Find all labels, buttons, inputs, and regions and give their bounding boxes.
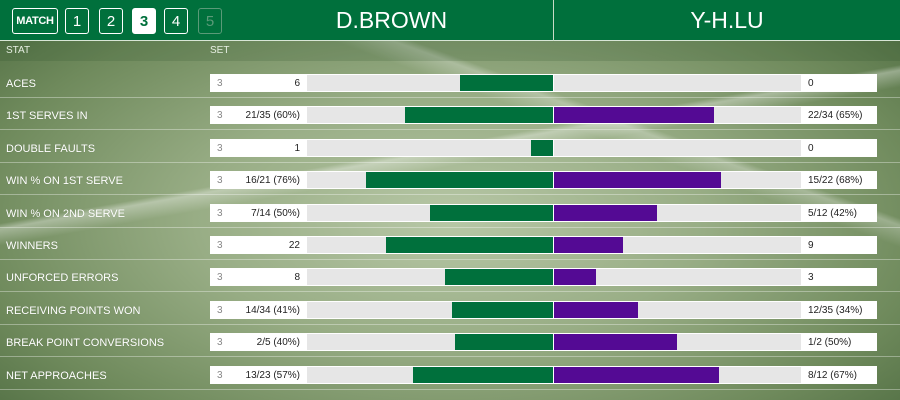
stat-label: BREAK POINT CONVERSIONS bbox=[6, 337, 165, 350]
bar-center-line bbox=[553, 204, 554, 221]
stat-row: BREAK POINT CONVERSIONS 3 2/5 (40%) 1/2 (50… bbox=[0, 325, 900, 358]
set-button-2[interactable]: 2 bbox=[99, 8, 123, 34]
stat-label: UNFORCED ERRORS bbox=[6, 272, 119, 285]
stat-label: DOUBLE FAULTS bbox=[6, 142, 96, 155]
stat-label: WIN % ON 2ND SERVE bbox=[6, 207, 125, 220]
player1-stat-bar bbox=[430, 204, 553, 221]
player2-stat-value: 12/35 (34%) bbox=[808, 304, 863, 316]
player1-stat-bar bbox=[386, 237, 553, 253]
stat-bar-track bbox=[307, 75, 801, 91]
stat-set-number: 3 bbox=[217, 207, 223, 219]
stat-row: WIN % ON 1ST SERVE 3 16/21 (76%) 15/22 (68%… bbox=[0, 163, 900, 196]
player1-stat-value: 1 bbox=[294, 142, 300, 154]
player1-stat-bar bbox=[452, 301, 553, 318]
stat-label: ACES bbox=[6, 78, 36, 90]
stat-set-number: 3 bbox=[217, 272, 223, 284]
player1-stat-bar bbox=[460, 75, 553, 91]
stat-set-number: 3 bbox=[217, 304, 223, 316]
player2-stat-bar bbox=[554, 301, 638, 318]
player1-stat-value: 8 bbox=[294, 272, 300, 284]
player2-stat-value: 3 bbox=[808, 272, 814, 284]
set-column-label: SET bbox=[210, 45, 230, 56]
header-divider bbox=[553, 0, 554, 41]
player2-stat-bar bbox=[554, 107, 714, 124]
column-labels: STAT SET bbox=[0, 41, 900, 61]
player1-stat-value: 22 bbox=[288, 240, 300, 251]
set-button-5: 5 bbox=[198, 8, 222, 34]
player2-stat-bar bbox=[554, 237, 623, 253]
bar-center-line bbox=[553, 172, 554, 189]
player2-stat-value: 0 bbox=[808, 142, 814, 154]
player1-stat-value: 13/23 (57%) bbox=[245, 369, 300, 381]
player2-stat-bar bbox=[554, 269, 596, 286]
stat-set-number: 3 bbox=[217, 78, 223, 89]
stat-set-number: 3 bbox=[217, 240, 223, 251]
player2-stat-bar bbox=[554, 204, 657, 221]
stat-set-number: 3 bbox=[217, 337, 223, 349]
player2-stat-bar bbox=[554, 172, 721, 189]
player1-stat-bar bbox=[413, 366, 553, 383]
stat-label: WIN % ON 1ST SERVE bbox=[6, 175, 123, 188]
player1-stat-value: 21/35 (60%) bbox=[245, 110, 300, 122]
player1-stat-value: 16/21 (76%) bbox=[245, 175, 300, 187]
bar-center-line bbox=[553, 334, 554, 351]
player1-stat-bar bbox=[531, 139, 553, 156]
stat-label: RECEIVING POINTS WON bbox=[6, 304, 141, 317]
player2-stat-bar bbox=[554, 334, 677, 351]
player1-stat-value: 6 bbox=[294, 78, 300, 89]
player1-stat-value: 7/14 (50%) bbox=[251, 207, 300, 219]
bar-center-line bbox=[553, 107, 554, 124]
stat-row: UNFORCED ERRORS 3 8 3 bbox=[0, 260, 900, 293]
stat-row: ACES 3 6 0 bbox=[0, 66, 900, 98]
player1-stat-bar bbox=[405, 107, 553, 124]
stat-label: 1ST SERVES IN bbox=[6, 110, 88, 123]
player2-stat-value: 8/12 (67%) bbox=[808, 369, 857, 381]
stat-label: NET APPROACHES bbox=[6, 369, 107, 382]
stat-row: DOUBLE FAULTS 3 1 0 bbox=[0, 131, 900, 163]
player2-stat-value: 9 bbox=[808, 240, 814, 251]
player1-stat-bar bbox=[366, 172, 553, 189]
stat-column-label: STAT bbox=[6, 45, 31, 56]
stat-set-number: 3 bbox=[217, 175, 223, 187]
player1-name: D.BROWN bbox=[335, 7, 448, 33]
player1-stat-value: 14/34 (41%) bbox=[245, 304, 300, 316]
player2-name: Y-H.LU bbox=[690, 7, 764, 33]
bar-center-line bbox=[553, 366, 554, 383]
player2-stat-value: 15/22 (68%) bbox=[808, 175, 863, 187]
stat-bar-track bbox=[307, 139, 801, 156]
stat-row: WINNERS 3 22 9 bbox=[0, 228, 900, 260]
player2-stat-value: 22/34 (65%) bbox=[808, 110, 863, 122]
player2-stat-value: 1/2 (50%) bbox=[808, 337, 852, 349]
bar-center-line bbox=[553, 75, 554, 91]
set-button-4[interactable]: 4 bbox=[164, 8, 188, 34]
player2-stat-bar bbox=[554, 366, 719, 383]
bar-center-line bbox=[553, 269, 554, 286]
bar-center-line bbox=[553, 139, 554, 156]
player2-stat-value: 0 bbox=[808, 78, 814, 89]
stat-set-number: 3 bbox=[217, 142, 223, 154]
match-button[interactable]: MATCH bbox=[12, 8, 58, 34]
bar-center-line bbox=[553, 301, 554, 318]
player2-stat-value: 5/12 (42%) bbox=[808, 207, 857, 219]
stat-row: WIN % ON 2ND SERVE 3 7/14 (50%) 5/12 (42%) bbox=[0, 196, 900, 228]
stat-label: WINNERS bbox=[6, 240, 58, 252]
player1-stat-value: 2/5 (40%) bbox=[256, 337, 300, 349]
stat-row: NET APPROACHES 3 13/23 (57%) 8/12 (67%) bbox=[0, 358, 900, 390]
player1-stat-bar bbox=[455, 334, 553, 351]
set-button-3[interactable]: 3 bbox=[132, 8, 156, 34]
stat-set-number: 3 bbox=[217, 369, 223, 381]
bar-center-line bbox=[553, 237, 554, 253]
player1-stat-bar bbox=[445, 269, 553, 286]
stat-row: 1ST SERVES IN 3 21/35 (60%) 22/34 (65%) bbox=[0, 98, 900, 131]
stat-row: RECEIVING POINTS WON 3 14/34 (41%) 12/35 (3… bbox=[0, 293, 900, 325]
stat-set-number: 3 bbox=[217, 110, 223, 122]
set-button-1[interactable]: 1 bbox=[65, 8, 89, 34]
